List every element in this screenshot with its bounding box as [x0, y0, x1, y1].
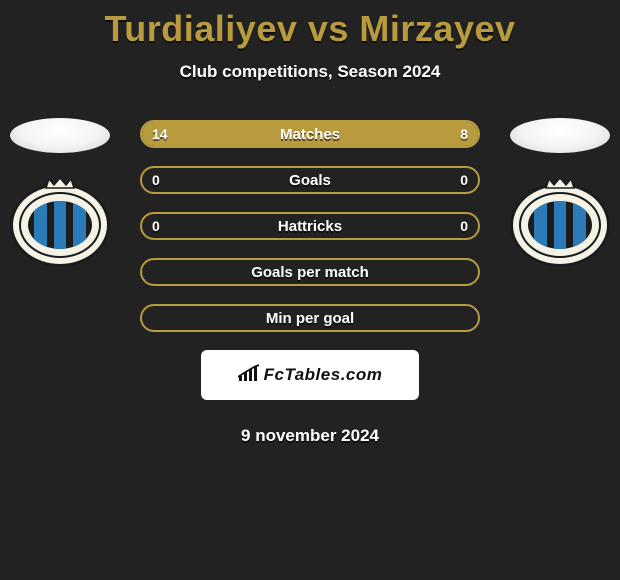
stat-value-left: 14	[152, 126, 168, 142]
stat-value-right: 0	[460, 172, 468, 188]
left-avatar-placeholder	[10, 118, 110, 153]
stat-label: Goals	[289, 172, 331, 189]
crown-icon	[545, 177, 575, 189]
right-avatar-placeholder	[510, 118, 610, 153]
right-club-badge	[510, 183, 610, 267]
subtitle: Club competitions, Season 2024	[0, 62, 620, 82]
left-club-badge	[10, 183, 110, 267]
brand-box[interactable]: FcTables.com	[201, 350, 419, 400]
brand-name: FcTables.com	[264, 365, 383, 385]
page-title: Turdialiyev vs Mirzayev	[0, 0, 620, 50]
stat-value-right: 8	[460, 126, 468, 142]
footer-date: 9 november 2024	[0, 426, 620, 446]
stat-row: Min per goal	[140, 304, 480, 332]
stat-label: Goals per match	[251, 264, 369, 281]
stat-value-right: 0	[460, 218, 468, 234]
crown-icon	[45, 177, 75, 189]
right-player-column	[510, 118, 610, 267]
stat-row: 14 Matches 8	[140, 120, 480, 148]
stat-row: Goals per match	[140, 258, 480, 286]
stat-row: 0 Hattricks 0	[140, 212, 480, 240]
stat-bar-right	[350, 122, 478, 146]
stat-row: 0 Goals 0	[140, 166, 480, 194]
brand-chart-icon	[238, 364, 260, 387]
left-player-column	[10, 118, 110, 267]
stat-label: Matches	[280, 126, 340, 143]
stat-label: Min per goal	[266, 310, 354, 327]
stat-value-left: 0	[152, 218, 160, 234]
stat-value-left: 0	[152, 172, 160, 188]
stat-label: Hattricks	[278, 218, 342, 235]
